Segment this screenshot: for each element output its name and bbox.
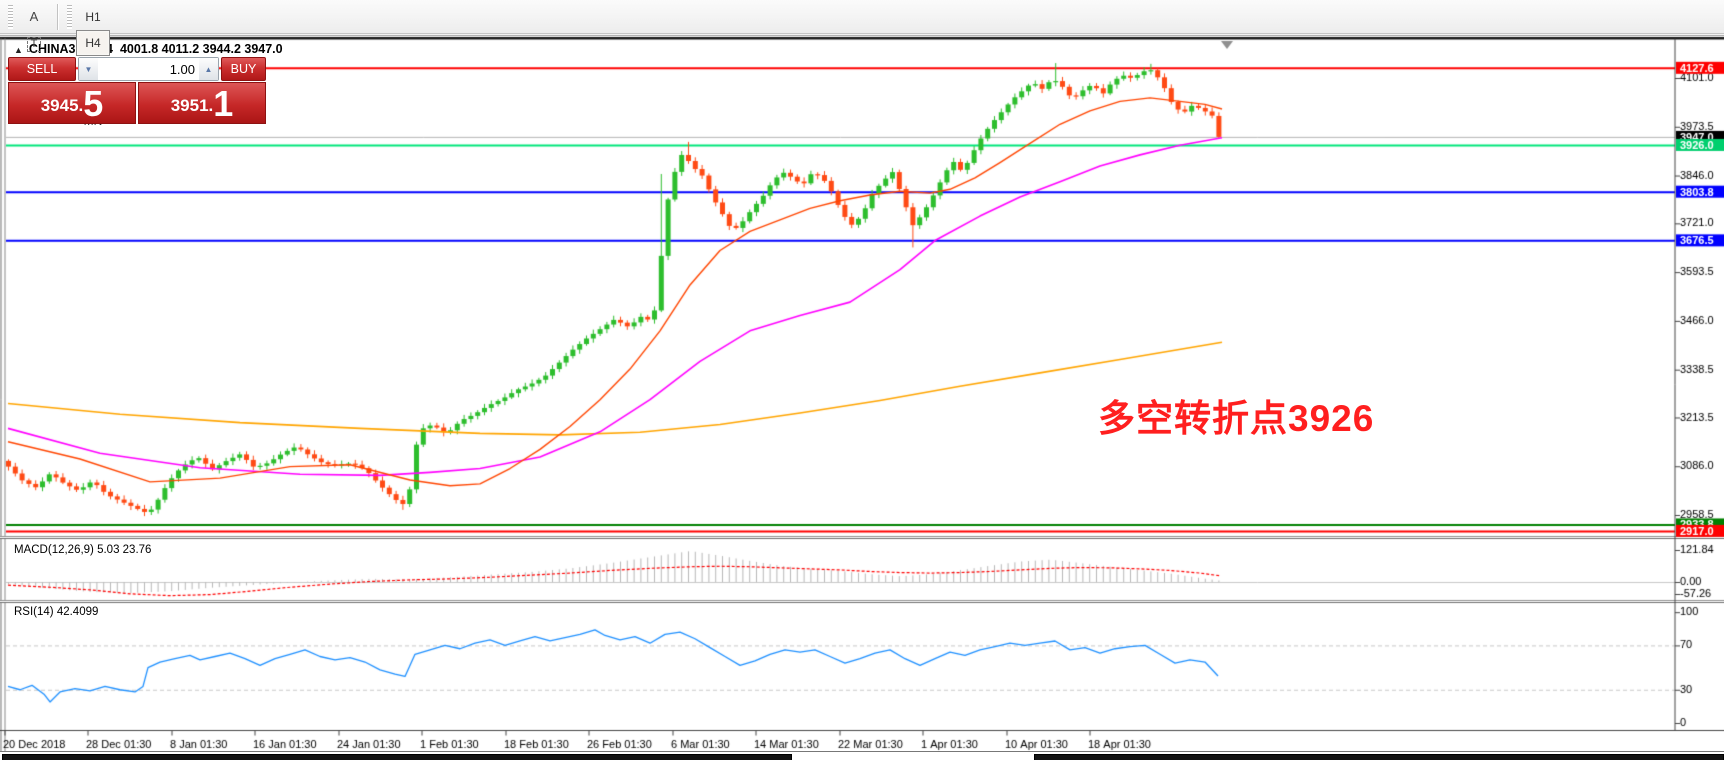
macd-indicator-label: MACD(12,26,9) 5.03 23.76 <box>14 544 152 556</box>
scrollbar-segment-left[interactable] <box>2 754 792 760</box>
volume-increase-button[interactable]: ▲ <box>199 58 218 80</box>
chart-annotation-text: 多空转折点3926 <box>1098 398 1375 439</box>
volume-decrease-button[interactable]: ▼ <box>79 58 98 80</box>
timeframe-h4-button[interactable]: H4 <box>76 29 110 56</box>
text-label-tool-button[interactable]: T <box>18 31 50 59</box>
buy-button[interactable]: BUY <box>221 57 266 81</box>
text-label-tool-icon: T <box>26 37 42 52</box>
buy-price-int: 3951 <box>170 96 209 115</box>
sell-button[interactable]: SELL <box>8 57 76 81</box>
buy-price-panel[interactable]: 3951. 1 <box>138 82 266 124</box>
top-toolbar: ▨E▦FAT◆▼ M1M5M15M30H1H4D1W1MN <box>0 0 1724 128</box>
sell-price-int: 3945 <box>40 96 79 115</box>
timeframe-h1-button[interactable]: H1 <box>85 9 101 24</box>
sell-price-pips: 5 <box>83 83 104 124</box>
sell-price-panel[interactable]: 3945. 5 <box>8 82 136 124</box>
volume-field-group: ▼ ▲ <box>78 57 219 81</box>
horizontal-scrollbar[interactable] <box>0 751 1724 760</box>
toolbar-grip-2[interactable] <box>67 4 72 29</box>
toolbar-separator <box>57 3 59 30</box>
collapse-arrow-icon[interactable]: ▲ <box>14 45 23 55</box>
rsi-indicator-label: RSI(14) 42.4099 <box>14 606 99 618</box>
buy-price-pips: 1 <box>213 83 234 124</box>
chart-title: ▲ CHINA300-,H4 4001.8 4011.2 3944.2 3947.… <box>14 42 283 56</box>
volume-input[interactable] <box>98 58 199 80</box>
text-tool-icon: A <box>29 9 39 24</box>
sell-price-dot: . <box>78 96 84 115</box>
ohlc-values: 4001.8 4011.2 3944.2 3947.0 <box>119 42 283 56</box>
scrollbar-segment-right[interactable] <box>1034 754 1724 760</box>
toolbar-grip[interactable] <box>8 4 13 29</box>
buy-price-dot: . <box>208 96 214 115</box>
text-tool-button[interactable]: A <box>18 3 50 31</box>
one-click-trading-widget: SELL ▼ ▲ BUY 3945.5 3951.1 <box>8 57 266 124</box>
